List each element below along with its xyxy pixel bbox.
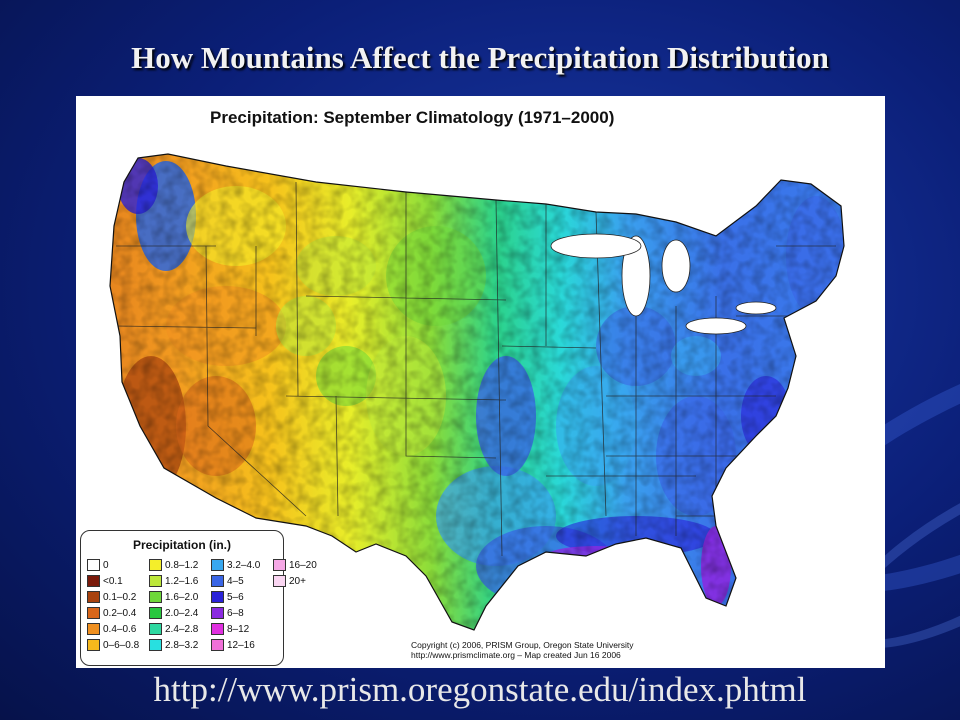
copyright-line: http://www.prismclimate.org – Map create… <box>411 650 621 660</box>
legend-swatch <box>211 559 224 571</box>
copyright-line: Copyright (c) 2006, PRISM Group, Oregon … <box>411 640 634 650</box>
legend-item: 5–6 <box>211 589 269 605</box>
legend-item: 12–16 <box>211 637 269 653</box>
legend-swatch <box>211 575 224 587</box>
legend-item: 2.0–2.4 <box>149 605 207 621</box>
map-title: Precipitation: September Climatology (19… <box>210 108 615 127</box>
legend-item: 0.8–1.2 <box>149 557 207 573</box>
legend-label: 2.4–2.8 <box>165 623 199 635</box>
legend-label: 6–8 <box>227 607 244 619</box>
precipitation-map: Precipitation: September Climatology (19… <box>76 96 885 668</box>
legend-item: 0 <box>87 557 145 573</box>
legend-item: 0.4–0.6 <box>87 621 145 637</box>
slide-title: How Mountains Affect the Precipitation D… <box>131 40 829 75</box>
legend-item: 16–20 <box>273 557 317 573</box>
legend-swatch <box>87 559 100 571</box>
legend-item: 3.2–4.0 <box>211 557 269 573</box>
legend-label: 4–5 <box>227 575 244 587</box>
legend-label: 8–12 <box>227 623 250 635</box>
legend-item: 6–8 <box>211 605 269 621</box>
legend-item: 0.1–0.2 <box>87 589 145 605</box>
legend-swatch <box>149 623 162 635</box>
legend-swatch <box>273 575 286 587</box>
legend-label: <0.1 <box>103 575 123 587</box>
legend-swatch <box>149 591 162 603</box>
legend-label: 16–20 <box>289 559 317 571</box>
legend-swatch <box>211 623 224 635</box>
legend-item: 20+ <box>273 573 317 589</box>
legend-label: 20+ <box>289 575 306 587</box>
legend-label: 12–16 <box>227 639 255 651</box>
legend-label: 0–6–0.8 <box>103 639 140 651</box>
legend-label: 0 <box>103 559 109 571</box>
legend-swatch <box>211 607 224 619</box>
legend-title: Precipitation (in.) <box>132 538 231 552</box>
legend-item: 4–5 <box>211 573 269 589</box>
legend-swatch <box>149 607 162 619</box>
legend-item: 0.2–0.4 <box>87 605 145 621</box>
legend-grid: 0 <0.1 0.1–0.2 0.2–0.4 0.4–0.6 0–6–0.8 0.8–1.2… <box>87 557 317 653</box>
legend-swatch <box>87 575 100 587</box>
legend-label: 1.2–1.6 <box>165 575 199 587</box>
legend-item: 1.2–1.6 <box>149 573 207 589</box>
legend-swatch <box>87 623 100 635</box>
legend-item: 0–6–0.8 <box>87 637 145 653</box>
legend-swatch <box>273 559 286 571</box>
legend-item: 2.8–3.2 <box>149 637 207 653</box>
legend-swatch <box>149 559 162 571</box>
legend-item: 1.6–2.0 <box>149 589 207 605</box>
legend-item: <0.1 <box>87 573 145 589</box>
legend-label: 0.4–0.6 <box>103 623 137 635</box>
copyright-note: Copyright (c) 2006, PRISM Group, Oregon … <box>411 640 634 660</box>
legend-label: 0.1–0.2 <box>103 591 137 603</box>
legend-label: 0.8–1.2 <box>165 559 199 571</box>
source-url[interactable]: http://www.prism.oregonstate.edu/index.p… <box>153 670 807 709</box>
legend-item: 2.4–2.8 <box>149 621 207 637</box>
legend-swatch <box>149 639 162 651</box>
legend-label: 3.2–4.0 <box>227 559 261 571</box>
legend-label: 0.2–0.4 <box>103 607 137 619</box>
legend-swatch <box>211 591 224 603</box>
legend-swatch <box>149 575 162 587</box>
legend-swatch <box>87 607 100 619</box>
legend-label: 1.6–2.0 <box>165 591 199 603</box>
legend-swatch <box>87 591 100 603</box>
legend-label: 5–6 <box>227 591 244 603</box>
legend-label: 2.8–3.2 <box>165 639 199 651</box>
legend-swatch <box>211 639 224 651</box>
legend-label: 2.0–2.4 <box>165 607 199 619</box>
legend-item: 8–12 <box>211 621 269 637</box>
legend-swatch <box>87 639 100 651</box>
precipitation-legend: Precipitation (in.) 0 <0.1 0.1–0.2 0.2–0.4 0… <box>80 530 317 666</box>
